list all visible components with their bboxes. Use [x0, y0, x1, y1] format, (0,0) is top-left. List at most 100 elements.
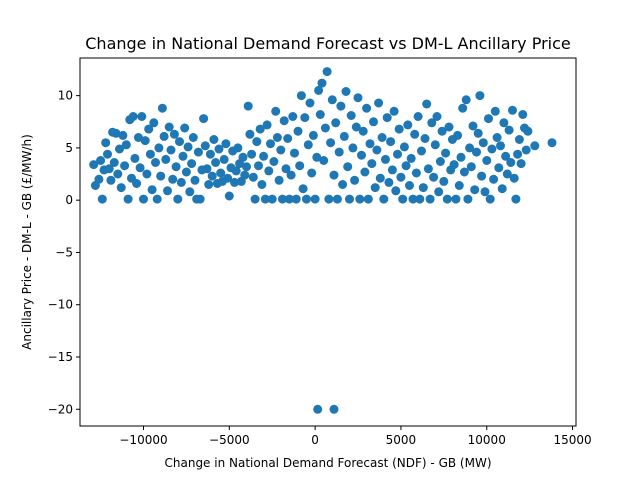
data-point	[449, 160, 459, 170]
data-point	[456, 152, 466, 162]
data-point	[313, 404, 323, 414]
data-point	[272, 133, 282, 142]
data-point	[132, 179, 142, 188]
data-point	[278, 194, 287, 204]
data-point	[248, 172, 258, 182]
data-point	[185, 187, 195, 197]
data-point	[415, 194, 425, 204]
data-point	[156, 171, 166, 181]
data-point	[171, 162, 181, 172]
data-point	[405, 181, 414, 190]
data-point	[508, 105, 517, 115]
data-point	[509, 173, 519, 183]
y-tick-label: −10	[48, 298, 73, 312]
data-point	[437, 126, 447, 136]
data-point	[276, 145, 286, 155]
data-point	[195, 194, 205, 204]
data-point	[331, 118, 341, 128]
data-point	[128, 112, 138, 121]
data-point	[240, 170, 250, 180]
data-point	[442, 194, 452, 204]
y-tick-label: 5	[65, 141, 73, 155]
x-axis-ticks: −10000 −5000 0 5000 10000 15000	[119, 426, 592, 447]
data-point	[472, 147, 481, 157]
data-point	[513, 149, 523, 159]
data-point	[221, 139, 231, 149]
data-point	[130, 153, 140, 163]
data-point	[434, 187, 444, 197]
data-point	[252, 137, 262, 147]
data-point	[396, 172, 406, 182]
data-point	[259, 151, 269, 161]
data-point	[183, 142, 193, 152]
data-point	[338, 180, 348, 189]
data-point	[451, 194, 461, 204]
data-point	[357, 150, 366, 160]
data-point	[314, 85, 324, 95]
data-point	[422, 99, 432, 109]
data-point	[332, 194, 342, 204]
data-point	[429, 172, 439, 182]
data-point	[243, 101, 253, 111]
data-point	[144, 124, 154, 134]
data-point	[283, 134, 293, 143]
data-point	[487, 144, 497, 154]
data-point	[374, 98, 384, 108]
data-point	[425, 194, 435, 204]
data-point	[224, 191, 234, 201]
data-point	[427, 118, 437, 128]
data-point	[461, 95, 471, 105]
data-point	[216, 168, 226, 178]
data-point	[257, 180, 267, 189]
data-point	[101, 138, 111, 148]
data-point	[247, 149, 257, 159]
y-tick-label: 0	[65, 193, 73, 207]
data-point	[432, 112, 442, 121]
data-point	[116, 183, 126, 193]
data-point	[381, 154, 390, 164]
data-point	[360, 167, 370, 177]
data-point	[205, 149, 215, 159]
data-point	[358, 126, 368, 136]
data-point	[463, 194, 473, 204]
data-point	[291, 194, 301, 204]
y-axis-ticks: −20 −15 −10 −5 0 5 10	[48, 89, 80, 416]
data-point	[121, 140, 131, 150]
data-point	[453, 130, 463, 140]
data-point	[482, 156, 492, 165]
y-tick-label: −20	[48, 402, 73, 416]
data-point	[204, 180, 214, 189]
data-point	[362, 103, 372, 113]
data-point	[151, 158, 160, 167]
data-point	[180, 123, 190, 133]
data-point	[454, 181, 464, 190]
data-point	[499, 118, 509, 128]
data-point	[115, 144, 124, 154]
data-point	[485, 194, 495, 204]
data-point	[168, 174, 178, 184]
y-axis-label: Ancillary Price - DM-L - GB (£/MW/h)	[20, 134, 34, 350]
data-point	[169, 129, 179, 139]
data-point	[351, 122, 361, 132]
data-point	[312, 152, 322, 162]
data-point	[193, 147, 203, 157]
data-point	[530, 141, 540, 151]
data-point	[267, 194, 277, 204]
data-point	[468, 121, 478, 131]
data-point	[391, 186, 401, 196]
data-point	[199, 114, 209, 124]
data-point	[494, 163, 504, 173]
y-tick-label: −15	[48, 350, 73, 364]
data-point	[175, 137, 184, 147]
data-point	[262, 120, 272, 130]
data-point	[350, 175, 360, 185]
data-point	[411, 168, 421, 178]
data-point	[386, 137, 396, 147]
data-point	[238, 152, 248, 162]
data-point	[187, 159, 197, 169]
data-point	[142, 169, 152, 179]
data-point	[480, 187, 490, 197]
data-point	[103, 149, 112, 159]
data-point	[166, 145, 176, 155]
